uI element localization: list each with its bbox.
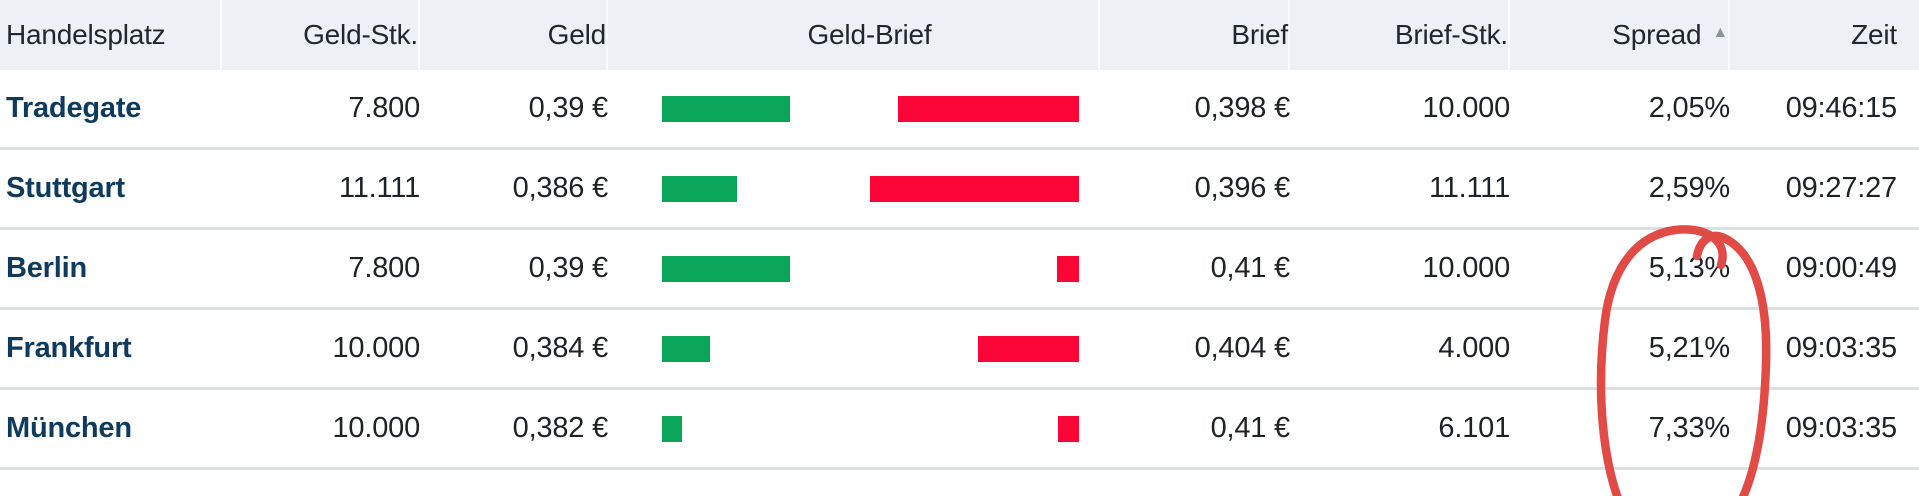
- column-header-zeit[interactable]: Zeit: [1851, 19, 1897, 50]
- bid-ask-bar-track: [662, 95, 1079, 122]
- bid-bar: [662, 335, 710, 362]
- bid-size-cell: 7.800: [348, 92, 420, 124]
- exchange-cell: München: [0, 412, 222, 445]
- exchange-cell: Frankfurt: [0, 332, 222, 365]
- bid-ask-bars-cell: [608, 255, 1100, 282]
- column-header-brief[interactable]: Brief: [1100, 0, 1290, 70]
- ask-price-cell: 0,41 €: [1210, 412, 1291, 444]
- bid-bar: [662, 175, 738, 202]
- ask-size-cell: 10.000: [1422, 92, 1511, 124]
- time-cell: 09:27:27: [1785, 172, 1897, 204]
- ask-price-cell: 0,404 €: [1194, 332, 1291, 364]
- bid-size-cell: 10.000: [332, 412, 421, 444]
- sort-ascending-icon: ▲: [1712, 24, 1728, 41]
- table-row[interactable]: Stuttgart 11.111 0,386 € 0,396 € 11.111 …: [0, 150, 1919, 230]
- bid-ask-bar-track: [662, 415, 1079, 442]
- bid-ask-bars-cell: [608, 335, 1100, 362]
- bid-ask-bar-track: [662, 175, 1079, 202]
- exchange-cell: Stuttgart: [0, 172, 222, 205]
- bid-price-cell: 0,39 €: [528, 92, 609, 124]
- time-cell: 09:46:15: [1785, 92, 1897, 124]
- bid-bar: [662, 95, 791, 122]
- bid-ask-bars-cell: [608, 175, 1100, 202]
- bid-price-cell: 0,382 €: [512, 412, 609, 444]
- table-row[interactable]: Berlin 7.800 0,39 € 0,41 € 10.000 5,13% …: [0, 230, 1919, 310]
- column-header-brief-stk[interactable]: Brief-Stk.: [1290, 0, 1510, 70]
- exchange-link[interactable]: Frankfurt: [6, 332, 132, 364]
- spread-cell: 5,21%: [1648, 332, 1730, 364]
- exchange-link[interactable]: Berlin: [6, 252, 87, 284]
- bid-price-cell: 0,39 €: [528, 252, 609, 284]
- ask-size-cell: 4.000: [1438, 332, 1510, 364]
- ask-size-cell: 10.000: [1422, 252, 1511, 284]
- spread-cell: 2,59%: [1648, 172, 1730, 204]
- column-header-handelsplatz[interactable]: Handelsplatz: [0, 0, 222, 70]
- ask-bar: [1056, 255, 1079, 282]
- bid-price-cell: 0,386 €: [512, 172, 609, 204]
- bid-ask-bar-track: [662, 335, 1079, 362]
- bid-size-cell: 7.800: [348, 252, 420, 284]
- ask-price-cell: 0,41 €: [1210, 252, 1291, 284]
- bid-bar: [662, 255, 791, 282]
- ask-bar: [1058, 415, 1079, 442]
- bid-ask-bar-track: [662, 255, 1079, 282]
- ask-size-cell: 6.101: [1438, 412, 1510, 444]
- time-cell: 09:03:35: [1785, 332, 1897, 364]
- exchange-link[interactable]: Stuttgart: [6, 172, 126, 204]
- table-row[interactable]: Tradegate 7.800 0,39 € 0,398 € 10.000 2,…: [0, 70, 1919, 150]
- bid-ask-bars-cell: [608, 95, 1100, 122]
- bid-size-cell: 11.111: [338, 172, 420, 204]
- ask-price-cell: 0,398 €: [1194, 92, 1291, 124]
- spread-cell: 7,33%: [1648, 412, 1730, 444]
- time-cell: 09:03:35: [1785, 412, 1897, 444]
- ask-price-cell: 0,396 €: [1194, 172, 1291, 204]
- time-cell: 09:00:49: [1785, 252, 1897, 284]
- bid-price-cell: 0,384 €: [512, 332, 609, 364]
- bid-bar: [662, 415, 683, 442]
- spread-cell: 5,13%: [1648, 252, 1730, 284]
- column-header-geld-stk[interactable]: Geld-Stk.: [222, 0, 420, 70]
- exchange-cell: Tradegate: [0, 92, 222, 125]
- table-header-row: Handelsplatz Geld-Stk. Geld Geld-Brief B…: [0, 0, 1919, 70]
- table-row[interactable]: Frankfurt 10.000 0,384 € 0,404 € 4.000 5…: [0, 310, 1919, 390]
- ask-bar: [978, 335, 1079, 362]
- exchange-link[interactable]: Tradegate: [6, 92, 142, 124]
- bid-size-cell: 10.000: [332, 332, 421, 364]
- column-header-geld[interactable]: Geld: [420, 0, 608, 70]
- ask-bar: [898, 95, 1079, 122]
- ask-size-cell: 11.111: [1428, 172, 1510, 204]
- ask-bar: [870, 175, 1079, 202]
- spread-cell: 2,05%: [1648, 92, 1730, 124]
- exchange-link[interactable]: München: [6, 412, 132, 444]
- column-header-spread[interactable]: Spread ▲: [1510, 0, 1730, 70]
- column-header-geld-brief[interactable]: Geld-Brief: [608, 0, 1100, 70]
- exchange-cell: Berlin: [0, 252, 222, 285]
- table-row[interactable]: München 10.000 0,382 € 0,41 € 6.101 7,33…: [0, 390, 1919, 470]
- table-body: Tradegate 7.800 0,39 € 0,398 € 10.000 2,…: [0, 70, 1919, 470]
- column-header-spread-label: Spread: [1612, 19, 1702, 50]
- bid-ask-bars-cell: [608, 415, 1100, 442]
